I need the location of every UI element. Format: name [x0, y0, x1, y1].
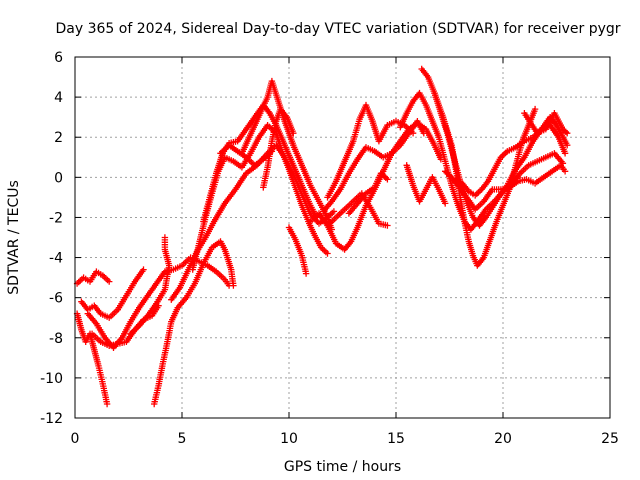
- y-tick-label: -4: [49, 251, 63, 267]
- y-tick-label: 6: [54, 50, 63, 66]
- data-point-markers: [320, 118, 427, 215]
- data-point-markers: [403, 162, 449, 207]
- x-tick-label: 20: [494, 431, 512, 447]
- data-point-markers: [73, 310, 111, 408]
- y-tick-label: 0: [54, 170, 63, 186]
- series-track-23: [403, 162, 449, 207]
- data-point-markers: [442, 162, 569, 213]
- data-point-markers: [73, 268, 113, 287]
- series-track-14: [285, 224, 310, 277]
- data-point-markers: [397, 89, 567, 233]
- data-point-markers: [151, 238, 237, 408]
- data-point-markers: [260, 105, 297, 191]
- axis-ticks: 0 5 10 15 20 25 -12 -10 -8 -6 -4 -2 0 2 4 6: [40, 50, 619, 447]
- series-track-1: [73, 268, 113, 287]
- data-point-markers: [521, 110, 571, 137]
- series-track-13: [260, 105, 297, 191]
- data-point-markers: [200, 101, 320, 225]
- series-line: [326, 122, 442, 251]
- series-track-17: [324, 101, 417, 201]
- series-track-18: [307, 190, 391, 229]
- data-point-markers: [78, 266, 147, 321]
- x-tick-label: 25: [601, 431, 619, 447]
- x-tick-label: 5: [178, 431, 187, 447]
- y-tick-label: -10: [40, 371, 63, 387]
- series-track-20: [397, 89, 567, 233]
- series-track-6: [127, 234, 173, 337]
- chart-title: Day 365 of 2024, Sidereal Day-to-day VTE…: [55, 21, 620, 37]
- y-tick-label: -12: [40, 411, 63, 427]
- data-point-markers: [127, 234, 173, 337]
- y-tick-label: -8: [49, 331, 63, 347]
- series-track-19: [345, 170, 391, 217]
- series-track-16: [320, 118, 427, 215]
- series-track-26: [521, 110, 571, 137]
- y-tick-label: -6: [49, 291, 63, 307]
- y-tick-label: 4: [54, 90, 63, 106]
- series-track-25: [442, 162, 569, 213]
- y-tick-label: 2: [54, 130, 63, 146]
- data-series: [73, 65, 571, 408]
- data-point-markers: [324, 101, 417, 201]
- x-tick-label: 15: [387, 431, 405, 447]
- y-axis-label: SDTVAR / TECUs: [6, 180, 22, 295]
- data-point-markers: [345, 170, 391, 217]
- data-point-markers: [285, 224, 310, 277]
- x-axis-label: GPS time / hours: [284, 459, 401, 475]
- y-tick-label: -2: [49, 210, 63, 226]
- series-track-5: [78, 266, 147, 321]
- gridlines: [75, 57, 610, 418]
- x-tick-label: 10: [280, 431, 298, 447]
- series-track-2: [73, 310, 111, 408]
- plot-frame: [74, 56, 611, 419]
- x-tick-label: 0: [71, 431, 80, 447]
- series-track-7: [151, 238, 237, 408]
